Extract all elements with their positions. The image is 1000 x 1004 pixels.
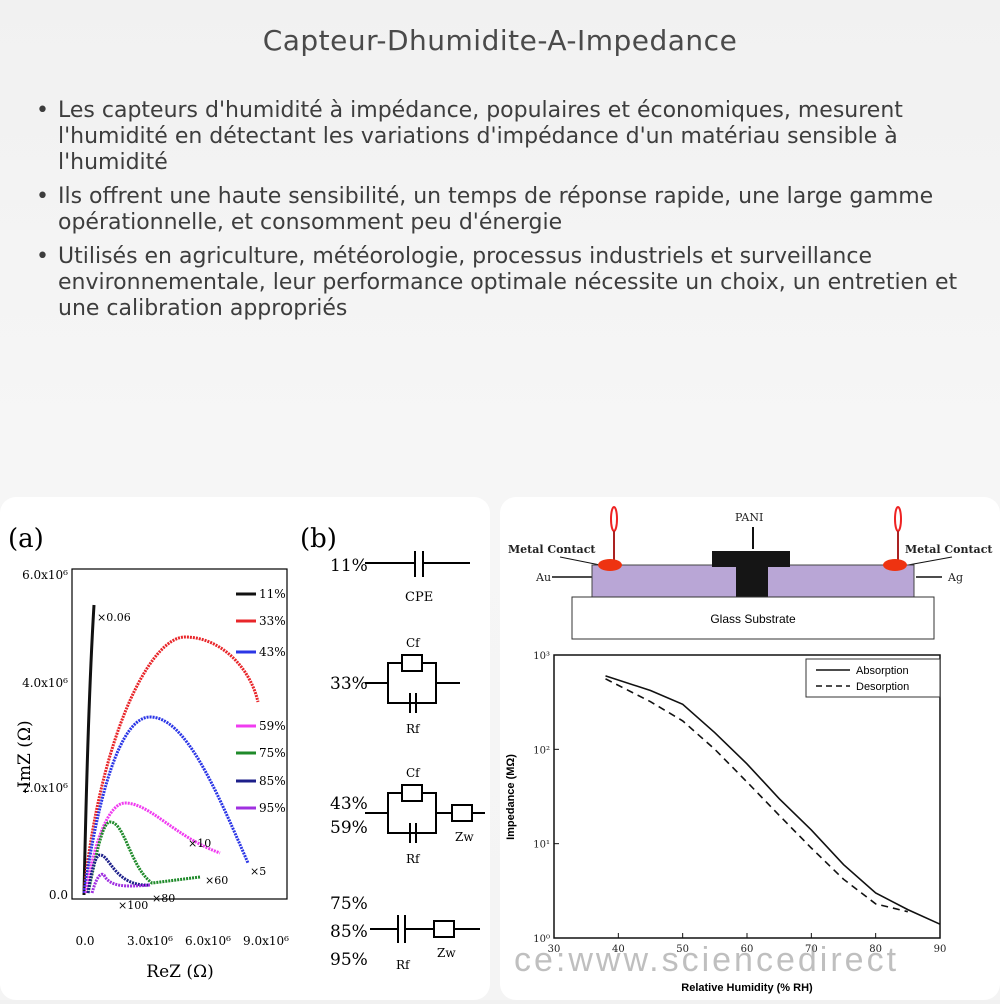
circuit-label: Cf xyxy=(406,636,421,650)
circuit-rh: 59% xyxy=(330,818,368,838)
nyquist-xtick: 3.0x10⁶ xyxy=(127,934,173,948)
impedance-xtick: 70 xyxy=(805,944,818,955)
nyquist-ytick: 4.0x10⁶ xyxy=(22,676,68,690)
figure-panel-right: PANI Metal Contact Metal Contact Au Ag G… xyxy=(500,497,1000,1000)
nyquist-legend: 11% 33% 43% 59% 75% 85% 95% xyxy=(236,587,286,815)
bullet-item: Utilisés en agriculture, météorologie, p… xyxy=(34,244,969,322)
legend-absorption: Absorption xyxy=(856,665,909,677)
circuit-label: CPE xyxy=(405,590,433,605)
substrate-label: Glass Substrate xyxy=(710,612,796,626)
legend-label: 85% xyxy=(259,774,286,788)
bullet-list: Les capteurs d'humidité à impédance, pop… xyxy=(34,98,969,330)
curve-75 xyxy=(86,820,201,894)
impedance-xtick: 50 xyxy=(676,944,689,955)
nyquist-frame xyxy=(71,568,288,900)
curve-85 xyxy=(86,853,151,894)
circuit-rh: 33% xyxy=(330,674,368,694)
impedance-ytick: 10³ xyxy=(533,651,550,662)
circuit-label: Rf xyxy=(406,852,421,866)
metal-contact-right-label: Metal Contact xyxy=(905,543,993,556)
circuit-rh: 43% xyxy=(330,794,368,814)
au-label: Au xyxy=(535,571,551,584)
contact-dot-right xyxy=(883,559,907,571)
panel-a-label: (a) xyxy=(8,524,44,554)
impedance-xtick: 30 xyxy=(548,944,561,955)
impedance-xtick: 40 xyxy=(612,944,625,955)
impedance-ylabel: Impedance (MΩ) xyxy=(505,754,517,840)
annotation-x60: ×60 xyxy=(205,874,228,887)
nyquist-xtick: 0.0 xyxy=(75,934,94,948)
curve-95 xyxy=(90,872,151,894)
impedance-legend: Absorption Desorption xyxy=(805,658,941,698)
circuit-rh: 85% xyxy=(330,922,368,942)
metal-contact-left-label: Metal Contact xyxy=(508,543,596,556)
circuit-label: Zw xyxy=(455,830,474,844)
circuit-label: Rf xyxy=(396,958,411,972)
impedance-xtick: 90 xyxy=(934,944,947,955)
legend-label: 75% xyxy=(259,746,286,760)
circuit-rh: 75% xyxy=(330,894,368,914)
curve-59 xyxy=(84,801,221,894)
circuit-label: Rf xyxy=(406,722,421,736)
impedance-xlabel: Relative Humidity (% RH) xyxy=(681,982,813,994)
impedance-ytick: 10² xyxy=(533,745,550,756)
circuit-rh: 11% xyxy=(330,556,368,576)
nyquist-and-circuits-figure: (a) (b) 0.0 2.0x10⁶ 4.0x10⁶ 6.0x10⁶ 0.0 … xyxy=(8,524,485,982)
figure-panel-left: (a) (b) 0.0 2.0x10⁶ 4.0x10⁶ 6.0x10⁶ 0.0 … xyxy=(0,497,490,1000)
curve-33 xyxy=(82,635,260,894)
nyquist-ytick: 6.0x10⁶ xyxy=(22,568,68,582)
nyquist-ytick: 0.0 xyxy=(49,888,68,902)
contact-probe-right xyxy=(894,506,902,532)
glass-substrate xyxy=(571,596,935,640)
impedance-ytick: 10⁰ xyxy=(533,934,550,945)
ag-label: Ag xyxy=(947,571,963,584)
annotation-x006: ×0.06 xyxy=(97,611,131,624)
panel-b-label: (b) xyxy=(300,524,337,554)
legend-label: 33% xyxy=(259,614,286,628)
watermark: ce:www.sciencedirect xyxy=(514,941,899,979)
nyquist-ylabel: -ImZ (Ω) xyxy=(15,720,35,793)
legend-label: 43% xyxy=(259,645,286,659)
equivalent-circuits: 11% CPE 33% Cf Rf 43% 59% Cf Rf Zw 75% 8… xyxy=(330,551,485,972)
series-line-absorption xyxy=(605,675,941,925)
page-title: Capteur-Dhumidite-A-Impedance xyxy=(262,24,738,57)
curve-43 xyxy=(82,715,250,894)
nyquist-xtick: 9.0x10⁶ xyxy=(243,934,289,948)
impedance-ytick: 10¹ xyxy=(533,840,550,851)
nyquist-xlabel: ReZ (Ω) xyxy=(146,962,213,982)
pani-label: PANI xyxy=(735,511,763,524)
contact-probe-left xyxy=(610,506,618,532)
annotation-x80: ×80 xyxy=(152,892,175,905)
annotation-x10: ×10 xyxy=(188,837,211,850)
sensor-figure: PANI Metal Contact Metal Contact Au Ag G… xyxy=(505,506,993,994)
annotation-x100: ×100 xyxy=(118,899,148,912)
circuit-rh: 95% xyxy=(330,950,368,970)
legend-label: 59% xyxy=(259,719,286,733)
circuit-label: Cf xyxy=(406,766,421,780)
series-line-desorption xyxy=(605,678,908,913)
nyquist-xtick: 6.0x10⁶ xyxy=(185,934,231,948)
impedance-xtick: 60 xyxy=(741,944,754,955)
bullet-item: Ils offrent une haute sensibilité, un te… xyxy=(34,184,969,236)
curve-11 xyxy=(82,604,96,896)
legend-desorption: Desorption xyxy=(856,681,909,693)
impedance-xtick: 80 xyxy=(869,944,882,955)
circuit-label: Zw xyxy=(437,946,456,960)
bullet-item: Les capteurs d'humidité à impédance, pop… xyxy=(34,98,969,176)
nyquist-ytick: 2.0x10⁶ xyxy=(22,781,68,795)
pani-stem xyxy=(736,565,768,597)
annotation-x5: ×5 xyxy=(250,865,266,878)
legend-label: 11% xyxy=(259,587,286,601)
contact-dot-left xyxy=(598,559,622,571)
pani-top xyxy=(712,551,790,567)
legend-label: 95% xyxy=(259,801,286,815)
